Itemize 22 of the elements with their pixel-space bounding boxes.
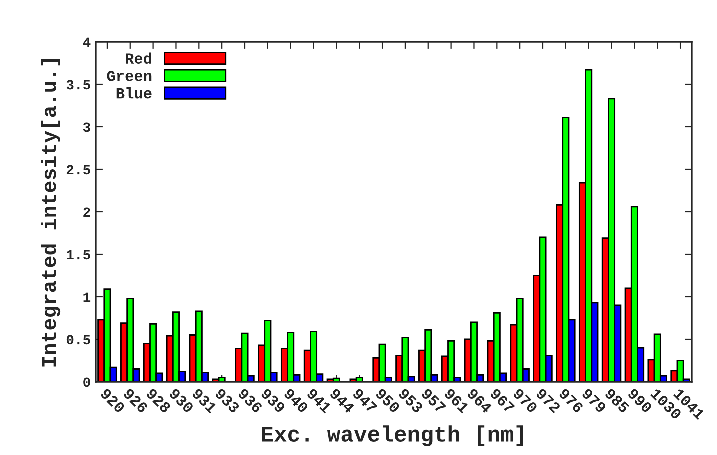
x-tick-label: 957 — [421, 388, 447, 414]
y-tick-label: 4 — [83, 38, 91, 48]
legend-label: Green — [107, 71, 152, 82]
x-tick-label: 976 — [558, 388, 584, 414]
y-tick-label: 1 — [84, 292, 91, 302]
y-tick-label: 3 — [83, 122, 90, 132]
y-tick-label: 2.5 — [66, 165, 90, 175]
x-tick-label: 950 — [375, 388, 401, 414]
x-axis-title: Exc. wavelength [nm] — [262, 426, 524, 446]
legend-label: Blue — [116, 88, 152, 99]
legend-label: Red — [126, 52, 152, 64]
y-tick-label: 0.5 — [66, 335, 90, 345]
x-tick-label: 970 — [512, 388, 538, 414]
y-tick-label: 3.5 — [66, 80, 90, 90]
y-axis-title: Integrated intesity[a.u.] — [41, 60, 61, 367]
y-tick-label: 0 — [84, 378, 90, 388]
x-tick-label: 936 — [238, 388, 264, 414]
x-tick-label: 953 — [398, 388, 424, 414]
x-tick-label: 972 — [536, 388, 562, 414]
x-tick-label: 933 — [214, 388, 240, 414]
y-tick-label: 1.5 — [67, 250, 90, 260]
y-tick-label: 2 — [84, 208, 90, 218]
